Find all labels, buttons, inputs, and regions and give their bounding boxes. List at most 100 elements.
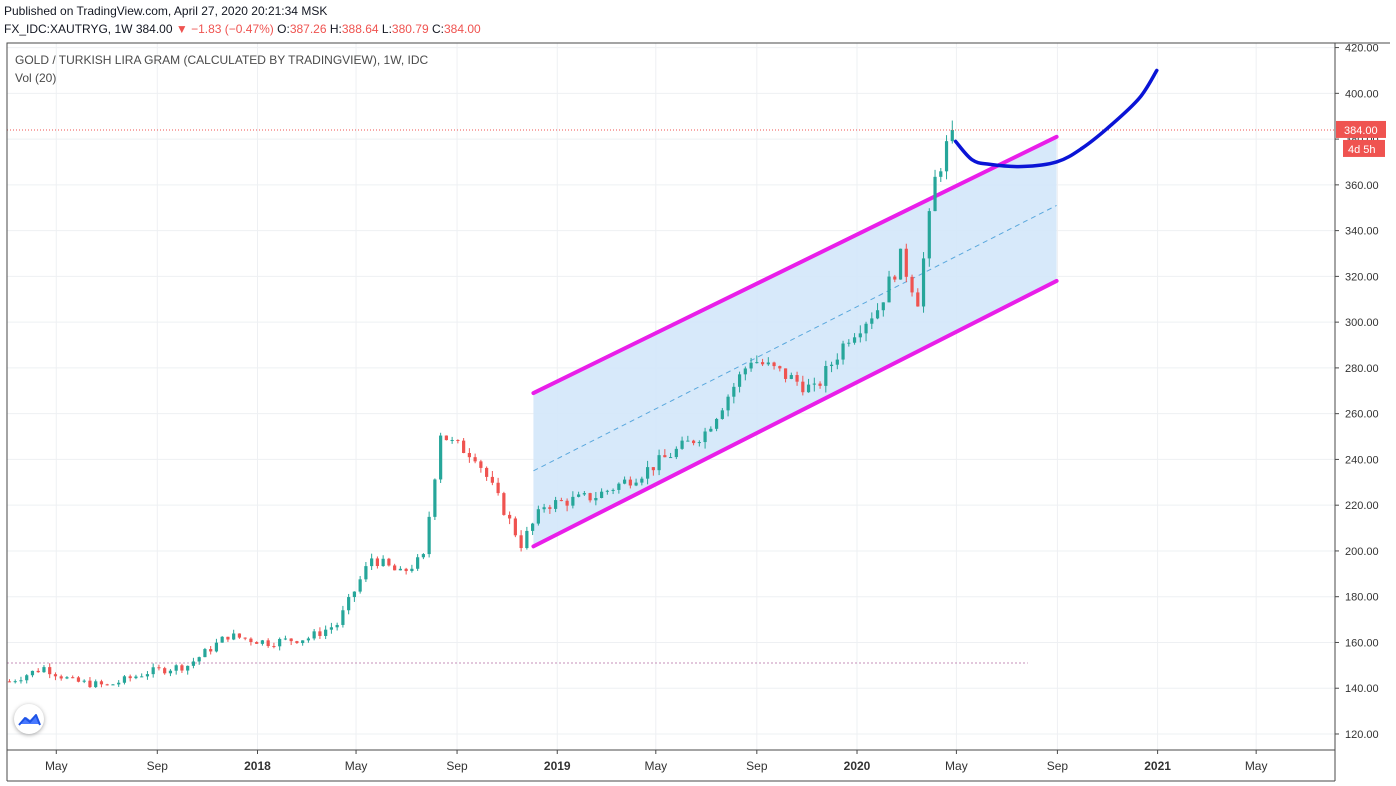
candle-body: [134, 676, 138, 679]
candle-body: [324, 629, 328, 636]
countdown-label-bg: [1343, 139, 1385, 157]
candle-body: [726, 396, 730, 411]
candle-body: [180, 665, 184, 671]
time-tick-label: Sep: [746, 759, 768, 773]
candle-body: [260, 640, 265, 644]
candle-body: [128, 676, 132, 679]
candle-body: [778, 366, 782, 369]
last-price-label: 384.00: [1344, 125, 1378, 137]
candle-body: [59, 676, 63, 679]
close-label: C:: [431, 22, 444, 36]
candle-body: [105, 684, 109, 686]
candle-body: [502, 493, 506, 515]
candle-body: [122, 676, 127, 683]
candle-body: [634, 482, 638, 486]
low-value: 380.79: [391, 22, 429, 36]
price-axis[interactable]: 120.00 140.00 160.00 180.00 200.00 220.00 240.…: [1335, 43, 1386, 741]
candle-body: [450, 439, 454, 441]
candle-body: [864, 323, 868, 334]
time-tick-label: 2021: [1144, 759, 1171, 773]
candle-body: [668, 457, 673, 459]
candle-body: [542, 507, 546, 510]
freehand-drawing[interactable]: [953, 68, 1159, 169]
time-tick-label: May: [644, 759, 667, 773]
candle-body: [933, 176, 937, 212]
price-tick-label: 180.00: [1345, 592, 1379, 604]
candle-body: [893, 276, 897, 280]
symbol-label: FX_IDC:XAUTRYG, 1W: [4, 22, 133, 36]
published-line: Published on TradingView.com, April 27, …: [4, 4, 328, 18]
candle-body: [295, 641, 299, 644]
candle-body: [760, 362, 765, 365]
candle-body: [232, 633, 236, 640]
parallel-channel[interactable]: [531, 134, 1059, 549]
candle-body: [364, 566, 368, 580]
change-value: ▼ −1.83 (−0.47%): [175, 22, 274, 36]
candle-body: [398, 568, 402, 571]
candle-body: [335, 624, 339, 628]
candle-body: [421, 554, 425, 558]
candle-body: [174, 665, 178, 671]
projection-curve: [953, 68, 1159, 169]
candle-body: [13, 681, 17, 683]
candle-body: [559, 500, 563, 502]
candle-body: [88, 680, 92, 688]
candle-body: [214, 642, 219, 652]
candle-body: [444, 435, 448, 441]
candle-body: [513, 518, 517, 536]
candle-body: [490, 476, 494, 483]
candle-body: [467, 452, 471, 458]
candle-body: [732, 386, 736, 397]
low-label: L:: [381, 22, 392, 36]
candle-body: [766, 362, 770, 365]
candle-body: [887, 276, 891, 303]
candle-body: [226, 636, 230, 640]
candle-body: [433, 479, 437, 517]
candle-body: [663, 455, 667, 458]
candle-body: [76, 677, 81, 682]
candle-body: [611, 489, 615, 491]
candle-body: [617, 483, 621, 490]
candle-body: [783, 368, 788, 379]
candle-body: [628, 479, 632, 486]
candle-body: [588, 493, 592, 501]
chart-legend-title: GOLD / TURKISH LIRA GRAM (CALCULATED BY …: [15, 53, 429, 67]
price-tick-label: 220.00: [1345, 500, 1379, 512]
candle-body: [571, 496, 575, 506]
candle-body: [565, 500, 569, 506]
time-tick-label: Sep: [446, 759, 468, 773]
candle-body: [168, 670, 173, 674]
candle-body: [686, 440, 690, 442]
price-tick-label: 280.00: [1345, 363, 1379, 375]
candle-body: [404, 568, 408, 572]
candle-body: [479, 461, 483, 468]
candle-body: [582, 493, 586, 495]
candle-body: [755, 362, 759, 364]
candle-body: [82, 680, 86, 682]
chart-frame: [6, 42, 1390, 782]
candle-body: [111, 684, 115, 686]
candle-body: [25, 675, 29, 681]
time-tick-label: 2020: [844, 759, 871, 773]
candle-body: [30, 670, 35, 676]
candle-body: [875, 310, 880, 319]
price-tick-label: 300.00: [1345, 317, 1379, 329]
price-tick-label: 240.00: [1345, 454, 1379, 466]
candle-body: [370, 558, 374, 567]
open-label: O:: [277, 22, 290, 36]
tradingview-logo-icon[interactable]: [14, 704, 44, 734]
candle-body: [266, 640, 270, 647]
channel-upper-line: [531, 134, 1059, 396]
plot-border: [6, 42, 1336, 751]
channel-midline: [533, 205, 1057, 472]
candle-body: [393, 565, 397, 571]
candle-body: [255, 642, 259, 644]
candle-body: [140, 676, 144, 678]
time-axis[interactable]: May Sep 2018 May Sep 2019 May Sep 2020 May Sep 2021…: [45, 750, 1268, 773]
candle-body: [795, 375, 799, 382]
candle-body: [812, 383, 816, 385]
candle-body: [485, 467, 489, 477]
candle-body: [703, 431, 707, 443]
price-tick-label: 140.00: [1345, 683, 1379, 695]
